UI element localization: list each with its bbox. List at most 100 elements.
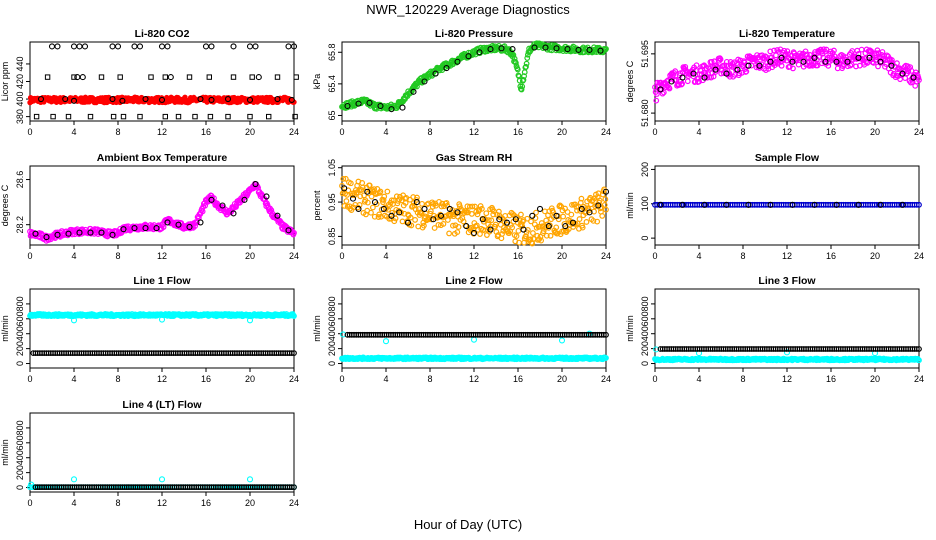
data-point (74, 74, 81, 81)
data-point (709, 70, 716, 77)
y-tick-label: 400 (640, 326, 650, 341)
data-point (717, 56, 724, 63)
data-point (274, 96, 281, 103)
data-point (347, 180, 354, 187)
data-point (202, 43, 210, 50)
data-point (521, 73, 527, 80)
data-point (366, 99, 373, 106)
data-point (523, 63, 529, 70)
x-tick-label: 20 (245, 374, 255, 384)
data-point (389, 209, 396, 216)
series-hourly (344, 331, 609, 338)
data-point (847, 62, 854, 69)
y-tick-label: 200 (15, 341, 25, 356)
data-point (81, 43, 89, 50)
y-tick-label: 200 (640, 162, 650, 177)
x-tick-label: 24 (914, 127, 924, 137)
data-point (79, 74, 86, 81)
y-tick-label: 65 (327, 110, 337, 120)
data-point (710, 73, 717, 80)
data-point (87, 229, 94, 236)
data-point (266, 113, 272, 120)
data-point (498, 45, 505, 52)
data-point (542, 44, 549, 51)
data-point (252, 43, 259, 50)
x-tick-label: 4 (71, 374, 76, 384)
data-point (421, 78, 428, 85)
x-tick-label: 12 (157, 374, 167, 384)
x-tick-label: 20 (870, 374, 880, 384)
data-point (509, 46, 516, 53)
data-point (811, 54, 818, 61)
data-point (76, 229, 83, 236)
panel-co2: Li-820 CO2 Licor ppm 0 4 8 12 16 20 24 380 400 420 4… (0, 28, 299, 137)
data-point (672, 68, 679, 75)
plot-frame (29, 412, 295, 493)
series-mid (37, 96, 295, 104)
x-tick-label: 8 (115, 498, 120, 508)
data-point (586, 46, 593, 53)
data-point (148, 74, 154, 80)
data-point (285, 227, 292, 234)
y-tick-label: 600 (327, 311, 337, 326)
y-tick-label: 400 (15, 450, 25, 465)
data-point (255, 74, 262, 81)
data-point (114, 43, 122, 50)
data-point (366, 182, 373, 189)
panel-title: Line 1 Flow (133, 275, 191, 287)
y-axis-label: Licor ppm (0, 62, 10, 102)
data-point (347, 205, 354, 212)
data-point (137, 113, 143, 120)
figure-x-axis-label: Hour of Day (UTC) (413, 517, 523, 532)
data-point (343, 198, 350, 204)
x-tick-label: 4 (71, 251, 76, 261)
plot-frame (29, 41, 295, 122)
data-point (773, 52, 779, 59)
data-point (602, 196, 609, 203)
data-point (44, 74, 51, 80)
panel-title: Line 4 (LT) Flow (122, 399, 202, 411)
y-tick-label: 380 (15, 109, 25, 124)
data-point (364, 199, 371, 206)
data-point (384, 188, 391, 195)
data-point (249, 74, 255, 80)
data-point (743, 68, 750, 75)
data-point (33, 113, 40, 120)
data-point (380, 197, 387, 203)
data-point (192, 113, 198, 120)
y-tick-label: 200 (327, 341, 337, 356)
data-point (142, 225, 149, 232)
data-point (357, 193, 364, 200)
data-point (723, 70, 730, 77)
x-tick-label: 0 (339, 374, 344, 384)
data-point (233, 204, 239, 210)
data-point (536, 205, 544, 212)
y-tick-label: 28.2 (15, 216, 25, 234)
data-point (110, 113, 117, 120)
data-point (164, 219, 171, 226)
data-point (119, 97, 126, 104)
y-tick-label: 400 (327, 326, 337, 341)
data-point (252, 181, 259, 188)
x-tick-label: 0 (652, 251, 657, 261)
y-axis-label: ml/min (312, 315, 322, 342)
x-tick-label: 4 (71, 498, 76, 508)
series-fill (652, 355, 922, 364)
data-point (748, 62, 755, 69)
y-axis-label: degrees C (625, 60, 635, 102)
data-point (241, 196, 248, 203)
data-point (247, 113, 253, 120)
data-point (771, 47, 777, 54)
x-tick-label: 20 (245, 127, 255, 137)
x-tick-label: 12 (469, 127, 479, 137)
data-point (109, 231, 116, 238)
data-point (583, 219, 590, 225)
data-point (158, 96, 166, 103)
data-point (518, 211, 524, 218)
data-point (822, 58, 829, 65)
data-point (789, 58, 796, 65)
data-point (679, 80, 685, 87)
data-point (679, 74, 686, 81)
x-tick-label: 0 (339, 251, 344, 261)
